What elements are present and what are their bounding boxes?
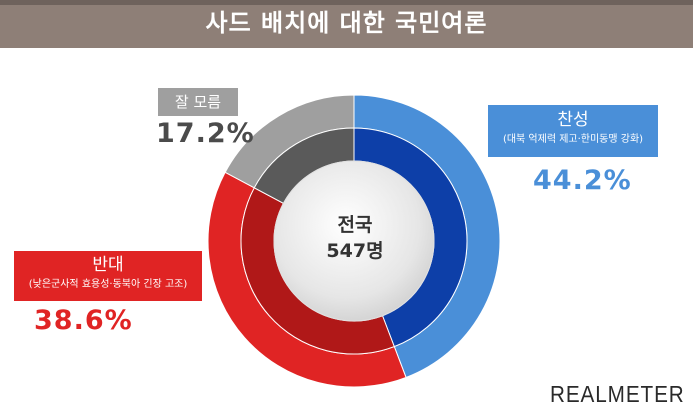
label-yes-subtitle: (대북 억제력 제고·한미동맹 강화) [502,134,644,145]
page-title: 사드 배치에 대한 국민여론 [205,9,488,37]
realmeter-logo: REALMETER [550,381,685,407]
pct-yes: 44.2% [533,165,632,196]
label-unsure: 잘 모름 [158,88,238,116]
pct-no: 38.6% [34,305,133,336]
label-no: 반대 (낮은군사적 효용성·동북아 긴장 고조) [14,251,202,301]
label-no-subtitle: (낮은군사적 효용성·동북아 긴장 고조) [28,279,188,290]
donut-center [273,160,435,322]
label-yes-title: 찬성 [557,110,589,130]
header-band [0,0,693,48]
center-region: 전국 [337,214,373,236]
label-no-title: 반대 [92,255,124,275]
label-yes: 찬성 (대북 억제력 제고·한미동맹 강화) [488,105,658,157]
center-label: 전국 547명 [300,212,410,264]
center-sample-size: 547명 [326,240,384,262]
pct-unsure: 17.2% [156,118,255,149]
